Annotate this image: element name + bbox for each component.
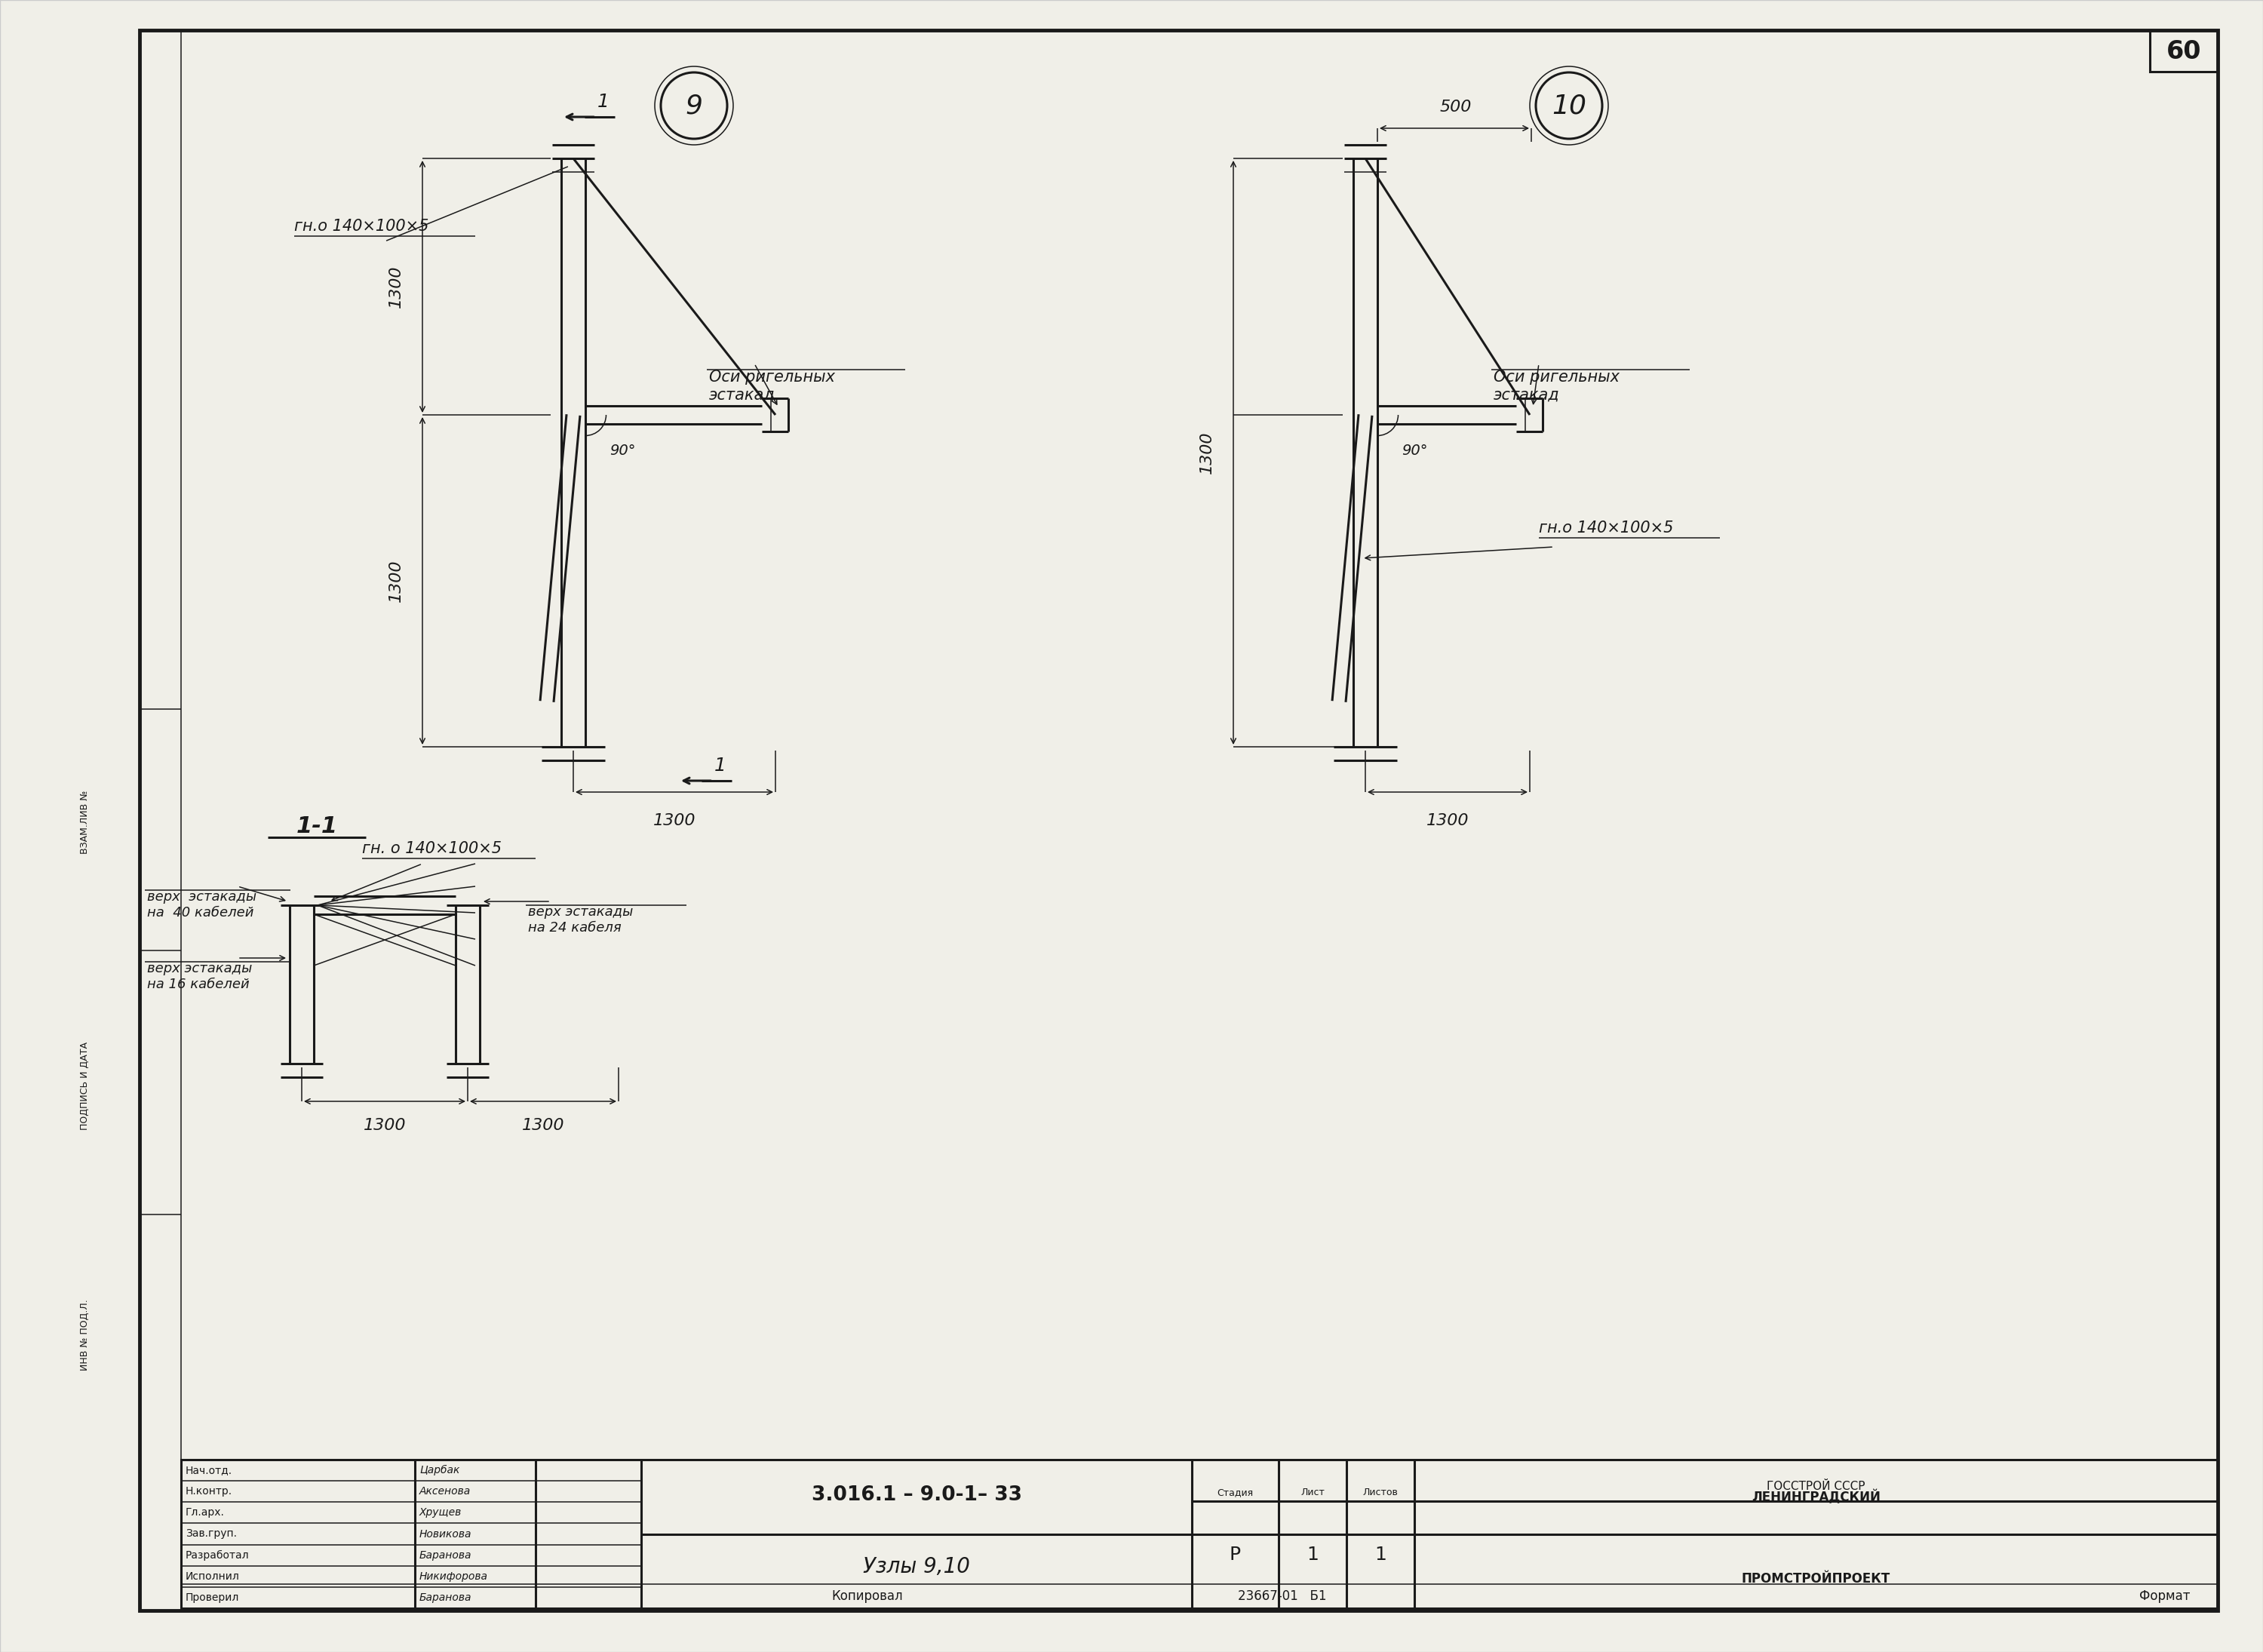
Text: 10: 10	[1552, 93, 1586, 119]
Text: Оси ригельных
эстакад: Оси ригельных эстакад	[1494, 370, 1620, 401]
Text: Царбак: Царбак	[419, 1465, 459, 1475]
Text: Гл.арх.: Гл.арх.	[186, 1507, 224, 1518]
Text: 1300: 1300	[523, 1118, 563, 1133]
Text: гн. о 140×100×5: гн. о 140×100×5	[362, 841, 502, 856]
Text: верх  эстакады
на  40 кабелей: верх эстакады на 40 кабелей	[147, 890, 256, 920]
Text: 3.016.1 – 9.0-1– 33: 3.016.1 – 9.0-1– 33	[812, 1485, 1023, 1505]
Text: 1300: 1300	[389, 560, 403, 601]
Text: Листов: Листов	[1362, 1488, 1399, 1497]
Text: 1300: 1300	[389, 266, 403, 307]
Text: ГОССТРОЙ СССР: ГОССТРОЙ СССР	[1767, 1480, 1865, 1492]
Text: 1300: 1300	[1199, 431, 1215, 474]
Text: Исполнил: Исполнил	[186, 1571, 240, 1581]
Text: Формат: Формат	[2139, 1589, 2191, 1602]
Text: Баранова: Баранова	[419, 1550, 473, 1561]
Text: 1300: 1300	[364, 1118, 405, 1133]
Bar	[140, 30, 181, 1611]
Text: верх эстакады
на 24 кабеля: верх эстакады на 24 кабеля	[527, 905, 634, 935]
Text: Никифорова: Никифорова	[419, 1571, 489, 1581]
Text: ИНВ № ПОД.Л.: ИНВ № ПОД.Л.	[79, 1300, 91, 1371]
Text: 1: 1	[597, 93, 609, 111]
Text: Р: Р	[1229, 1546, 1240, 1564]
Text: Баранова: Баранова	[419, 1593, 473, 1602]
Text: ЛЕНИНГРАДСКИЙ: ЛЕНИНГРАДСКИЙ	[1752, 1490, 1881, 1503]
Text: ВЗАМ.ЛИВ №: ВЗАМ.ЛИВ №	[79, 790, 91, 854]
Text: гн.о 140×100×5: гн.о 140×100×5	[294, 218, 428, 235]
Text: Оси ригельных
эстакад: Оси ригельных эстакад	[708, 370, 835, 401]
Text: гн.о 140×100×5: гн.о 140×100×5	[1539, 520, 1672, 535]
Text: Узлы 9,10: Узлы 9,10	[862, 1556, 971, 1578]
Text: 1300: 1300	[654, 813, 695, 828]
Text: Нач.отд.: Нач.отд.	[186, 1465, 233, 1475]
Text: ПОДПИСЬ И ДАТА: ПОДПИСЬ И ДАТА	[79, 1042, 91, 1130]
Text: Новикова: Новикова	[419, 1528, 473, 1540]
Text: 23667-01   Б1: 23667-01 Б1	[1238, 1589, 1326, 1602]
Text: 1: 1	[1374, 1546, 1387, 1564]
Text: 1-1: 1-1	[296, 816, 337, 838]
Text: 9: 9	[686, 93, 704, 119]
Text: 1300: 1300	[1426, 813, 1469, 828]
Text: ПРОМСТРОЙПРОЕКТ: ПРОМСТРОЙПРОЕКТ	[1743, 1571, 1890, 1586]
Text: 90°: 90°	[609, 443, 636, 458]
Bar	[2150, 30, 2218, 71]
Text: 60: 60	[2166, 40, 2202, 64]
Text: верх эстакады
на 16 кабелей: верх эстакады на 16 кабелей	[147, 961, 251, 991]
Text: 500: 500	[1439, 99, 1471, 114]
Text: Хрущев: Хрущев	[419, 1507, 462, 1518]
Text: Н.контр.: Н.контр.	[186, 1487, 233, 1497]
Text: 1: 1	[715, 757, 726, 775]
Text: Лист: Лист	[1301, 1488, 1324, 1497]
Text: Проверил: Проверил	[186, 1593, 240, 1602]
Text: 1: 1	[1306, 1546, 1319, 1564]
Text: Аксенова: Аксенова	[419, 1487, 471, 1497]
Text: Копировал: Копировал	[833, 1589, 903, 1602]
Text: Стадия: Стадия	[1217, 1488, 1254, 1497]
Text: Зав.груп.: Зав.груп.	[186, 1528, 238, 1540]
Text: Разработал: Разработал	[186, 1550, 249, 1561]
Text: 90°: 90°	[1401, 443, 1428, 458]
Bar	[181, 1460, 2218, 1609]
